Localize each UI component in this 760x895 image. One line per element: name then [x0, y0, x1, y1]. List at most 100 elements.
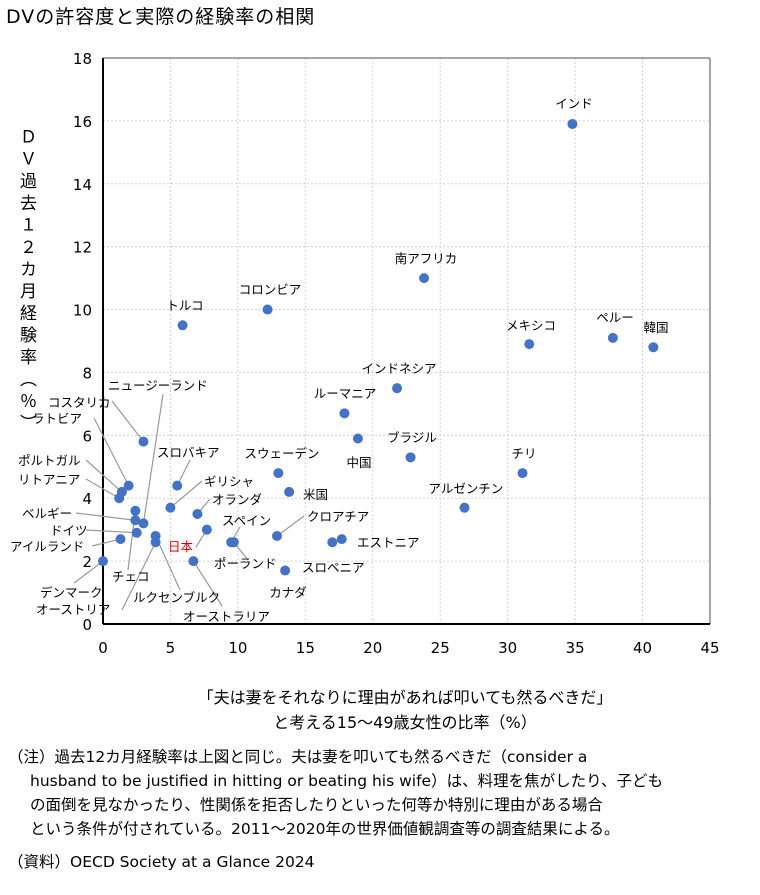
leader-line — [73, 560, 104, 584]
x-tick-label: 40 — [633, 639, 652, 657]
y-tick-label: 8 — [82, 364, 92, 382]
x-axis-label-line1: 「夫は妻をそれなりに理由があれば叩いても然るべきだ」 — [197, 688, 613, 707]
point-label: ペルー — [596, 310, 634, 325]
point-label: オーストラリア — [183, 609, 270, 624]
point-label: メキシコ — [506, 318, 556, 333]
data-point — [648, 342, 659, 353]
data-point — [459, 502, 470, 513]
x-axis-label-line2: と考える15～49歳女性の比率（%） — [273, 713, 537, 732]
point-label: リトアニア — [18, 472, 80, 487]
point-label: ドイツ — [50, 523, 88, 538]
x-tick-label: 5 — [166, 639, 176, 657]
point-label: 中国 — [346, 455, 371, 470]
point-label: ラトビア — [32, 411, 82, 426]
y-tick-label: 16 — [73, 113, 92, 131]
data-point — [272, 530, 283, 541]
leader-line — [192, 560, 223, 607]
data-point — [165, 502, 176, 513]
leader-line — [142, 393, 164, 524]
point-label: ベルギー — [22, 506, 72, 521]
point-label: スロベニア — [302, 560, 365, 575]
data-point — [172, 480, 183, 491]
point-label: 韓国 — [643, 320, 668, 335]
point-label: チェコ — [112, 569, 150, 584]
data-point — [138, 436, 149, 447]
point-label: デンマーク — [40, 585, 103, 600]
point-label: スウェーデン — [244, 446, 319, 461]
data-point — [607, 332, 618, 343]
data-point — [339, 408, 350, 419]
data-point — [405, 452, 416, 463]
point-label: トルコ — [166, 298, 203, 313]
leader-line — [85, 459, 123, 493]
point-label: クロアチア — [307, 509, 369, 524]
data-point — [192, 508, 203, 519]
point-label: エストニア — [357, 535, 420, 550]
point-label: ブラジル — [387, 430, 437, 445]
x-tick-label: 10 — [228, 639, 247, 657]
data-point — [273, 468, 284, 479]
point-label: 米国 — [303, 487, 328, 502]
leader-line — [85, 478, 120, 499]
data-point — [284, 486, 295, 497]
footnote-line: の面倒を見なかったり、性関係を拒否したりといった何等か特別に理由がある場合 — [30, 796, 603, 814]
data-point — [262, 304, 273, 315]
x-tick-label: 20 — [363, 639, 382, 657]
leader-line — [111, 400, 144, 442]
point-label: コスタリカ — [48, 395, 111, 410]
data-point — [131, 527, 142, 538]
data-point — [123, 480, 134, 491]
y-tick-label: 4 — [82, 490, 92, 508]
point-label: アルゼンチン — [429, 481, 504, 496]
leader-line — [276, 515, 305, 537]
y-tick-label: 10 — [73, 302, 92, 320]
point-label: チリ — [511, 446, 536, 461]
footnote-line: （注）過去12カ月経験率は上図と同じ。夫は妻を叩いても然るべきだ（conside… — [8, 748, 588, 766]
data-point — [280, 565, 291, 576]
y-tick-label: 2 — [82, 553, 92, 571]
point-label: スロバキア — [157, 445, 220, 460]
leader-line — [170, 480, 203, 509]
y-tick-label: 12 — [73, 239, 92, 257]
point-label: スペイン — [222, 513, 271, 528]
data-point — [524, 339, 535, 350]
x-tick-label: 15 — [296, 639, 315, 657]
x-tick-label: 35 — [566, 639, 585, 657]
scatter-plot: 0 5 10 15 20 25 30 35 40 45 0 2 4 6 8 10 12 14 16 18 インド南アフリ… — [10, 50, 720, 657]
point-label: インドネシア — [361, 361, 436, 376]
y-tick-label: 18 — [73, 50, 92, 68]
data-point — [201, 524, 212, 535]
leader-line — [75, 512, 136, 521]
data-point — [150, 537, 161, 548]
x-tick-label: 25 — [431, 639, 450, 657]
point-label: コロンビア — [239, 282, 302, 297]
point-label: オランダ — [212, 492, 262, 507]
data-point — [115, 534, 126, 545]
data-point — [114, 493, 125, 504]
footnote: （注）過去12カ月経験率は上図と同じ。夫は妻を叩いても然るべきだ（conside… — [8, 745, 758, 841]
data-point — [567, 119, 578, 130]
footnote-line: という条件が付されている。2011～2020年の世界価値観調査等の調査結果による… — [30, 820, 620, 838]
data-point — [327, 537, 338, 548]
x-tick-label: 0 — [98, 639, 108, 657]
data-point — [419, 273, 430, 284]
data-point — [392, 383, 403, 394]
point-label: ポルトガル — [18, 453, 81, 468]
y-axis-label: ＤＶ過去１２カ月経験率（％） — [16, 128, 36, 436]
point-label: インド — [555, 96, 593, 111]
source-note: （資料）OECD Society at a Glance 2024 — [8, 853, 315, 871]
data-point — [336, 534, 347, 545]
data-point — [98, 556, 108, 567]
data-point — [517, 468, 528, 479]
data-point — [188, 556, 199, 567]
data-point — [130, 515, 141, 526]
leader-line — [93, 417, 130, 486]
y-tick-label: 14 — [73, 176, 92, 194]
data-point — [352, 433, 363, 444]
point-label: ニュージーランド — [108, 378, 208, 393]
x-tick-label: 45 — [700, 639, 719, 657]
data-point — [138, 518, 149, 529]
x-tick-label: 30 — [498, 639, 517, 657]
point-label: オーストリア — [36, 602, 110, 617]
data-point — [228, 537, 239, 548]
